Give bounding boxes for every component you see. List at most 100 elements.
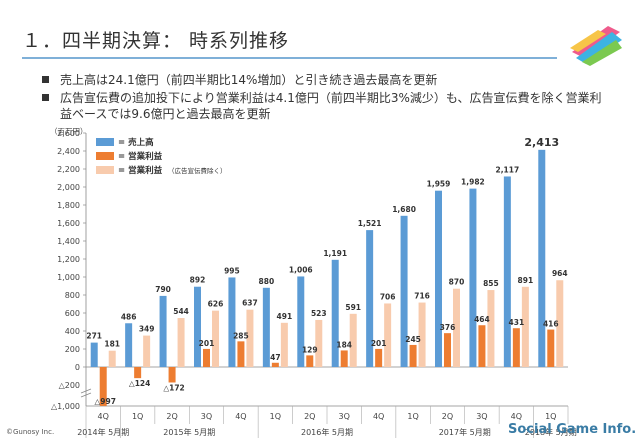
bar-revenue xyxy=(469,188,477,367)
period-group-label: 2018年 5月期 xyxy=(525,427,577,437)
data-label-revenue: 2,117 xyxy=(495,165,519,174)
x-tick-label: 3Q xyxy=(476,412,487,421)
x-tick-label: 4Q xyxy=(235,412,246,421)
bar-op_profit xyxy=(237,341,245,367)
data-label-op-profit-ex-ad: 964 xyxy=(552,269,568,278)
gunosy-logo-icon xyxy=(570,26,622,66)
bar-revenue xyxy=(503,176,511,367)
bar-op_profit xyxy=(375,348,383,367)
legend-label-note: （広告宣伝費除く） xyxy=(168,166,227,175)
data-label-op-profit-ex-ad: 181 xyxy=(104,340,120,349)
x-tick-label: 1Q xyxy=(407,412,418,421)
data-label-op-profit-ex-ad: 544 xyxy=(173,307,189,316)
y-tick-label: 1,600 xyxy=(57,219,80,228)
data-label-op-profit-ex-ad: 626 xyxy=(208,300,224,309)
x-tick-label: 1Q xyxy=(545,412,556,421)
data-label-op-profit: 431 xyxy=(509,318,525,327)
data-label-op-profit: 47 xyxy=(270,353,280,362)
y-tick-label: 2,400 xyxy=(57,147,80,156)
bullet-item: 広告宣伝費の追加投下により営業利益は4.1億円（前四半期比3%減少）も、広告宣伝… xyxy=(40,90,610,122)
bar-op_profit xyxy=(134,367,142,379)
data-label-op-profit: 129 xyxy=(302,345,318,354)
bar-revenue xyxy=(400,215,408,367)
bar-revenue xyxy=(297,276,305,367)
bar-op_profit xyxy=(203,348,210,367)
x-tick-label: 2Q xyxy=(166,412,177,421)
bar-op_profit_ex_ad xyxy=(280,322,288,367)
legend-label: = 営業利益 xyxy=(118,165,163,176)
legend-swatch-op_profit xyxy=(96,152,114,160)
legend-label: = 営業利益 xyxy=(118,151,163,162)
data-label-revenue: 1,521 xyxy=(358,219,382,228)
y-tick-label: 2,600 xyxy=(57,129,80,138)
data-label-op-profit-ex-ad: 349 xyxy=(139,325,155,334)
bar-revenue xyxy=(125,323,133,367)
watermark-text: Social Game Info. xyxy=(508,422,637,437)
bullet-text: 広告宣伝費の追加投下により営業利益は4.1億円（前四半期比3%減少）も、広告宣伝… xyxy=(60,91,602,121)
bar-op_profit xyxy=(444,333,451,367)
data-label-op-profit: △997 xyxy=(94,397,115,406)
y-tick-label: △1,000 xyxy=(51,402,80,411)
data-label-revenue: 271 xyxy=(86,332,102,341)
bar-revenue xyxy=(194,286,201,367)
x-tick-label: 4Q xyxy=(511,412,522,421)
y-tick-label: 1,000 xyxy=(57,273,80,282)
bar-revenue xyxy=(262,287,270,367)
period-group-label: 2017年 5月期 xyxy=(439,427,491,437)
y-tick-label: △200 xyxy=(59,381,80,390)
bar-revenue xyxy=(366,230,374,367)
data-label-revenue: 1,191 xyxy=(323,249,347,258)
bar-revenue xyxy=(90,342,98,367)
period-group-label: 2016年 5月期 xyxy=(301,427,353,437)
x-tick-label: 4Q xyxy=(373,412,384,421)
bar-revenue xyxy=(538,149,546,367)
data-label-op-profit: 245 xyxy=(405,335,421,344)
legend-swatch-revenue xyxy=(96,138,114,146)
data-label-revenue: 892 xyxy=(190,276,206,285)
x-tick-label: 2Q xyxy=(442,412,453,421)
bullet-item: 売上高は24.1億円（前四半期比14%増加）と引き続き過去最高を更新 xyxy=(40,72,610,88)
x-tick-label: 3Q xyxy=(339,412,350,421)
bar-revenue xyxy=(331,259,339,367)
bar-revenue xyxy=(228,277,236,367)
bullet-square-icon xyxy=(42,94,49,101)
x-tick-label: 4Q xyxy=(98,412,109,421)
bar-op_profit_ex_ad xyxy=(212,310,219,367)
y-tick-label: 600 xyxy=(65,309,80,318)
bar-op_profit_ex_ad xyxy=(521,286,529,367)
bullet-square-icon xyxy=(42,76,49,83)
bar-op_profit_ex_ad xyxy=(487,290,495,367)
data-label-op-profit: 376 xyxy=(440,323,456,332)
y-tick-label: 1,200 xyxy=(57,255,80,264)
bar-revenue xyxy=(159,295,167,367)
data-label-op-profit: 285 xyxy=(233,331,249,340)
data-label-revenue: 1,959 xyxy=(427,180,451,189)
data-label-op-profit: 464 xyxy=(474,315,490,324)
bar-op_profit xyxy=(99,367,107,406)
bar-op_profit_ex_ad xyxy=(143,335,151,367)
data-label-revenue: 486 xyxy=(121,312,137,321)
title-underline xyxy=(22,57,557,59)
axis-break-mark xyxy=(80,388,92,398)
data-label-op-profit-ex-ad: 637 xyxy=(242,299,258,308)
bullet-text: 売上高は24.1億円（前四半期比14%増加）と引き続き過去最高を更新 xyxy=(60,73,438,87)
data-label-op-profit: △124 xyxy=(129,379,150,388)
bar-op_profit_ex_ad xyxy=(315,319,323,367)
data-label-revenue: 880 xyxy=(259,277,275,286)
x-tick-label: 1Q xyxy=(132,412,143,421)
data-label-op-profit-ex-ad: 523 xyxy=(311,309,327,318)
bar-op_profit xyxy=(478,325,486,367)
data-label-op-profit-ex-ad: 870 xyxy=(449,278,465,287)
bar-op_profit_ex_ad xyxy=(108,350,116,367)
data-label-op-profit-ex-ad: 716 xyxy=(414,292,430,301)
data-label-revenue: 1,982 xyxy=(461,178,485,187)
x-tick-label: 1Q xyxy=(270,412,281,421)
y-axis-unit-label: （百万円） xyxy=(50,127,88,136)
data-label-op-profit: 416 xyxy=(543,320,559,329)
bar-op_profit xyxy=(512,328,520,367)
period-group-label: 2014年 5月期 xyxy=(77,427,129,437)
y-tick-label: 200 xyxy=(65,345,80,354)
y-tick-label: 1,800 xyxy=(57,201,80,210)
data-label-op-profit: 184 xyxy=(336,340,352,349)
